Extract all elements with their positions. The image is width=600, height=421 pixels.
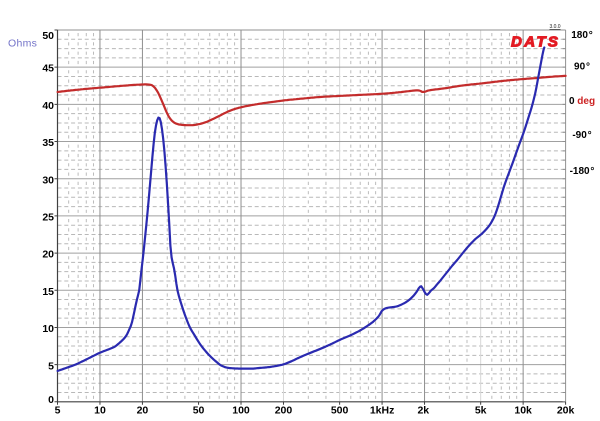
svg-text:-180 °: -180 ° <box>570 166 595 177</box>
svg-text:20: 20 <box>137 404 149 416</box>
svg-text:50: 50 <box>193 404 205 416</box>
svg-text:1kHz: 1kHz <box>370 404 395 416</box>
svg-text:50: 50 <box>42 30 54 42</box>
svg-text:180 °: 180 ° <box>571 30 593 41</box>
svg-text:10k: 10k <box>514 404 532 416</box>
svg-text:500: 500 <box>331 404 349 416</box>
svg-text:20: 20 <box>42 249 54 261</box>
svg-text:0 deg: 0 deg <box>569 96 595 107</box>
svg-text:25: 25 <box>42 212 54 224</box>
svg-text:20k: 20k <box>557 404 575 416</box>
svg-text:35: 35 <box>42 137 54 149</box>
svg-text:5: 5 <box>48 360 54 372</box>
svg-text:45: 45 <box>42 63 54 75</box>
svg-text:2k: 2k <box>417 404 429 416</box>
svg-text:5k: 5k <box>475 404 487 416</box>
svg-text:DATS: DATS <box>511 33 560 50</box>
svg-text:0: 0 <box>48 394 54 406</box>
svg-text:Ohms: Ohms <box>8 38 37 50</box>
svg-text:200: 200 <box>275 404 293 416</box>
svg-text:90 °: 90 ° <box>574 61 590 72</box>
svg-text:30: 30 <box>42 174 54 186</box>
svg-text:40: 40 <box>42 100 54 112</box>
svg-text:3.0.0: 3.0.0 <box>549 24 560 30</box>
svg-text:10: 10 <box>42 323 54 335</box>
svg-text:15: 15 <box>42 286 54 298</box>
svg-text:10: 10 <box>94 404 106 416</box>
svg-text:-90 °: -90 ° <box>572 130 591 141</box>
svg-text:5: 5 <box>55 404 61 416</box>
svg-text:100: 100 <box>232 404 250 416</box>
